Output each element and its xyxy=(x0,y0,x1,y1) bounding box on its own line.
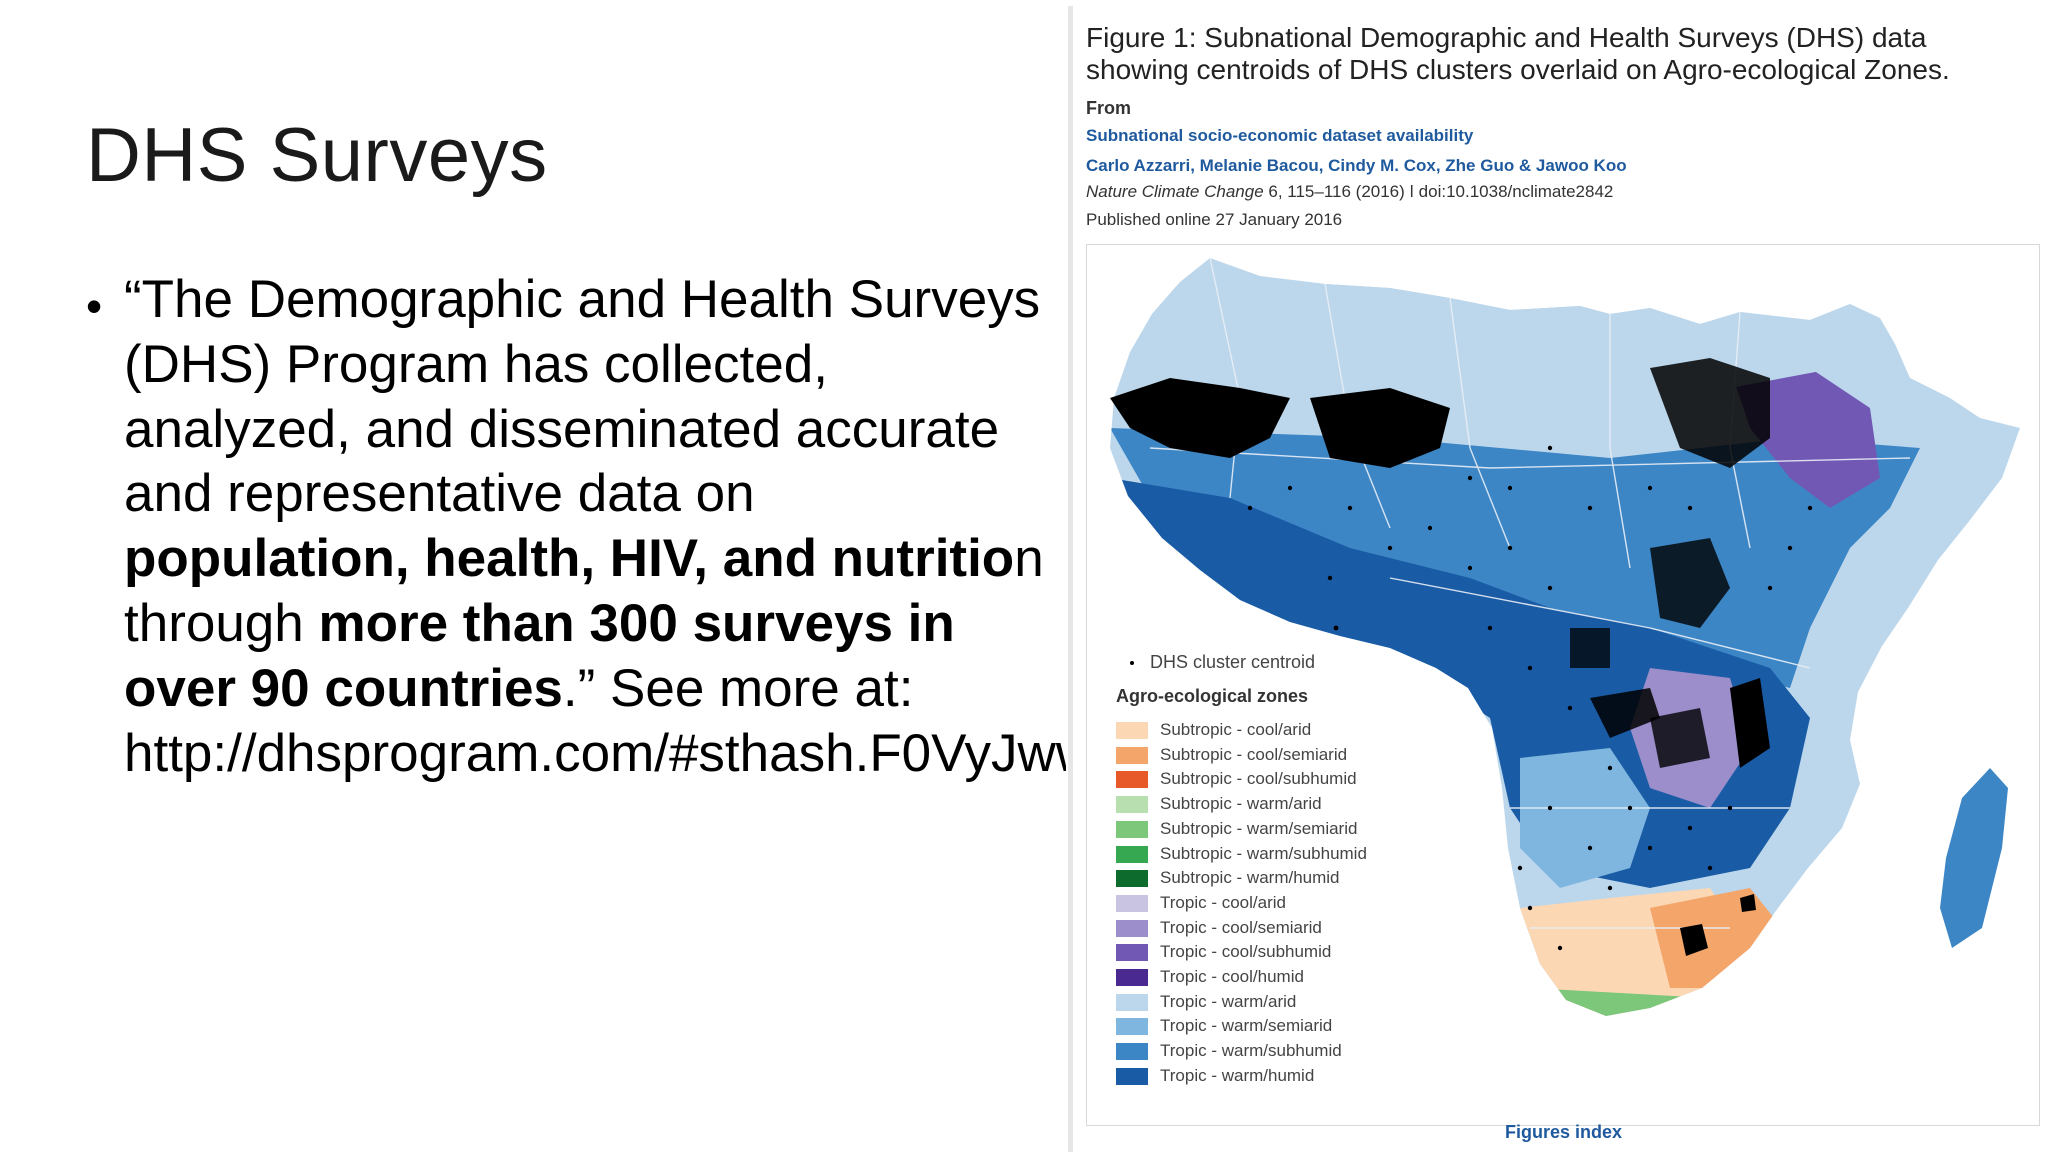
zone-warm-semiarid xyxy=(1520,748,1650,888)
bullet-bold-topics: population, health, HIV, and nutritio xyxy=(124,529,1015,589)
cluster-zambia xyxy=(1590,688,1660,738)
legend-zone-label: Subtropic - warm/subhumid xyxy=(1160,843,1367,863)
citation-details: 6, 115–116 (2016) ǀ doi:10.1038/nclimate… xyxy=(1263,182,1614,201)
figure-from-label: From xyxy=(1086,98,1131,118)
legend-dhs-centroid: DHS cluster centroid xyxy=(1130,652,1315,673)
article-title-link[interactable]: Subnational socio-economic dataset avail… xyxy=(1086,126,1474,145)
legend-zone-label: Tropic - cool/arid xyxy=(1160,892,1286,912)
cluster-lesotho xyxy=(1680,924,1708,956)
legend-zone-label: Tropic - warm/humid xyxy=(1160,1065,1315,1085)
legend-zone-label: Tropic - cool/humid xyxy=(1160,967,1304,986)
cluster-east-africa xyxy=(1650,538,1730,628)
legend-swatch xyxy=(1116,746,1148,764)
legend-zone-label: Tropic - warm/arid xyxy=(1160,991,1297,1011)
legend-swatch xyxy=(1116,969,1148,986)
cluster-ethiopia xyxy=(1650,358,1770,468)
legend-zone-label: Tropic - warm/semiarid xyxy=(1160,1016,1333,1036)
legend-zone-label: Tropic - warm/subhumid xyxy=(1160,1041,1342,1061)
legend-swatch xyxy=(1116,944,1148,962)
legend-swatch xyxy=(1116,1018,1148,1036)
zone-layers xyxy=(1110,258,2020,1016)
cluster-west-africa xyxy=(1110,378,1290,458)
legend-zone-label: Subtropic - warm/semiarid xyxy=(1160,818,1358,838)
cluster-nigeria xyxy=(1310,388,1450,468)
centroid-dot-icon xyxy=(1130,661,1134,666)
figure-caption: Figure 1: Subnational Demographic and He… xyxy=(1086,22,1950,85)
legend-zone-label: Subtropic - cool/subhumid xyxy=(1160,769,1357,789)
legend-zone-label: Tropic - cool/subhumid xyxy=(1160,942,1332,962)
bullet-marker: • xyxy=(86,280,103,332)
bullet-text: “The Demographic and Health Surveys (DHS… xyxy=(124,268,1241,786)
legend-zone-label: Subtropic - warm/humid xyxy=(1160,868,1340,888)
legend-swatch xyxy=(1116,919,1148,937)
figure-divider xyxy=(1068,6,1073,1152)
slide-title: DHS Surveys xyxy=(86,113,548,198)
bullet-bold-surveys: more than 300 surveys in over 90 countri… xyxy=(124,593,955,718)
dhs-centroid-scatter xyxy=(1247,445,1813,951)
cluster-malawi xyxy=(1730,678,1770,768)
legend-swatch xyxy=(1116,722,1148,739)
published-date: Published online 27 January 2016 xyxy=(1086,210,1343,229)
madagascar xyxy=(1940,768,2008,948)
legend-dhs-centroid-label: DHS cluster centroid xyxy=(1150,652,1316,672)
legend-zone-label: Subtropic - cool/arid xyxy=(1160,720,1312,739)
legend-zone-label: Tropic - cool/semiarid xyxy=(1160,917,1322,937)
legend-swatch xyxy=(1116,820,1148,838)
legend-swatch xyxy=(1116,796,1148,814)
journal-name: Nature Climate Change xyxy=(1086,182,1264,201)
bullet-text-part1: “The Demographic and Health Surveys (DHS… xyxy=(124,270,1041,524)
legend-swatch xyxy=(1116,1067,1148,1085)
legend-swatch xyxy=(1116,771,1148,789)
legend-zone-label: Subtropic - cool/semiarid xyxy=(1160,744,1348,764)
authors-links[interactable]: Carlo Azzarri, Melanie Bacou, Cindy M. C… xyxy=(1086,156,1627,175)
legend-swatch xyxy=(1116,894,1148,912)
figures-index-link[interactable]: Figures index xyxy=(1505,1122,1623,1142)
bullet-text-part2: n through xyxy=(124,529,1044,653)
legend-swatch xyxy=(1116,1043,1148,1061)
zone-warm-subhumid-band xyxy=(1110,428,1920,688)
zone-north-arid xyxy=(1150,278,1890,388)
zone-subtropic-warm-semiarid xyxy=(1530,988,1710,1016)
legend-swatch xyxy=(1116,845,1148,863)
citation: Nature Climate Change 6, 115–116 (2016) … xyxy=(1086,182,1613,202)
africa-map xyxy=(1110,257,2020,1016)
legend-swatch xyxy=(1116,993,1148,1011)
cluster-swaziland xyxy=(1740,894,1756,912)
cluster-drc xyxy=(1570,628,1610,668)
legend-zone-label: Subtropic - warm/arid xyxy=(1160,794,1322,814)
legend-swatch xyxy=(1116,870,1148,888)
bullet-text-part3: .” See more at: http://dhsprogram.com/#s… xyxy=(124,658,1242,783)
dhs-centroid-clusters xyxy=(1110,358,1770,956)
cluster-zimbabwe xyxy=(1650,708,1710,768)
legend-title: Agro-ecological zones xyxy=(1116,686,1309,706)
